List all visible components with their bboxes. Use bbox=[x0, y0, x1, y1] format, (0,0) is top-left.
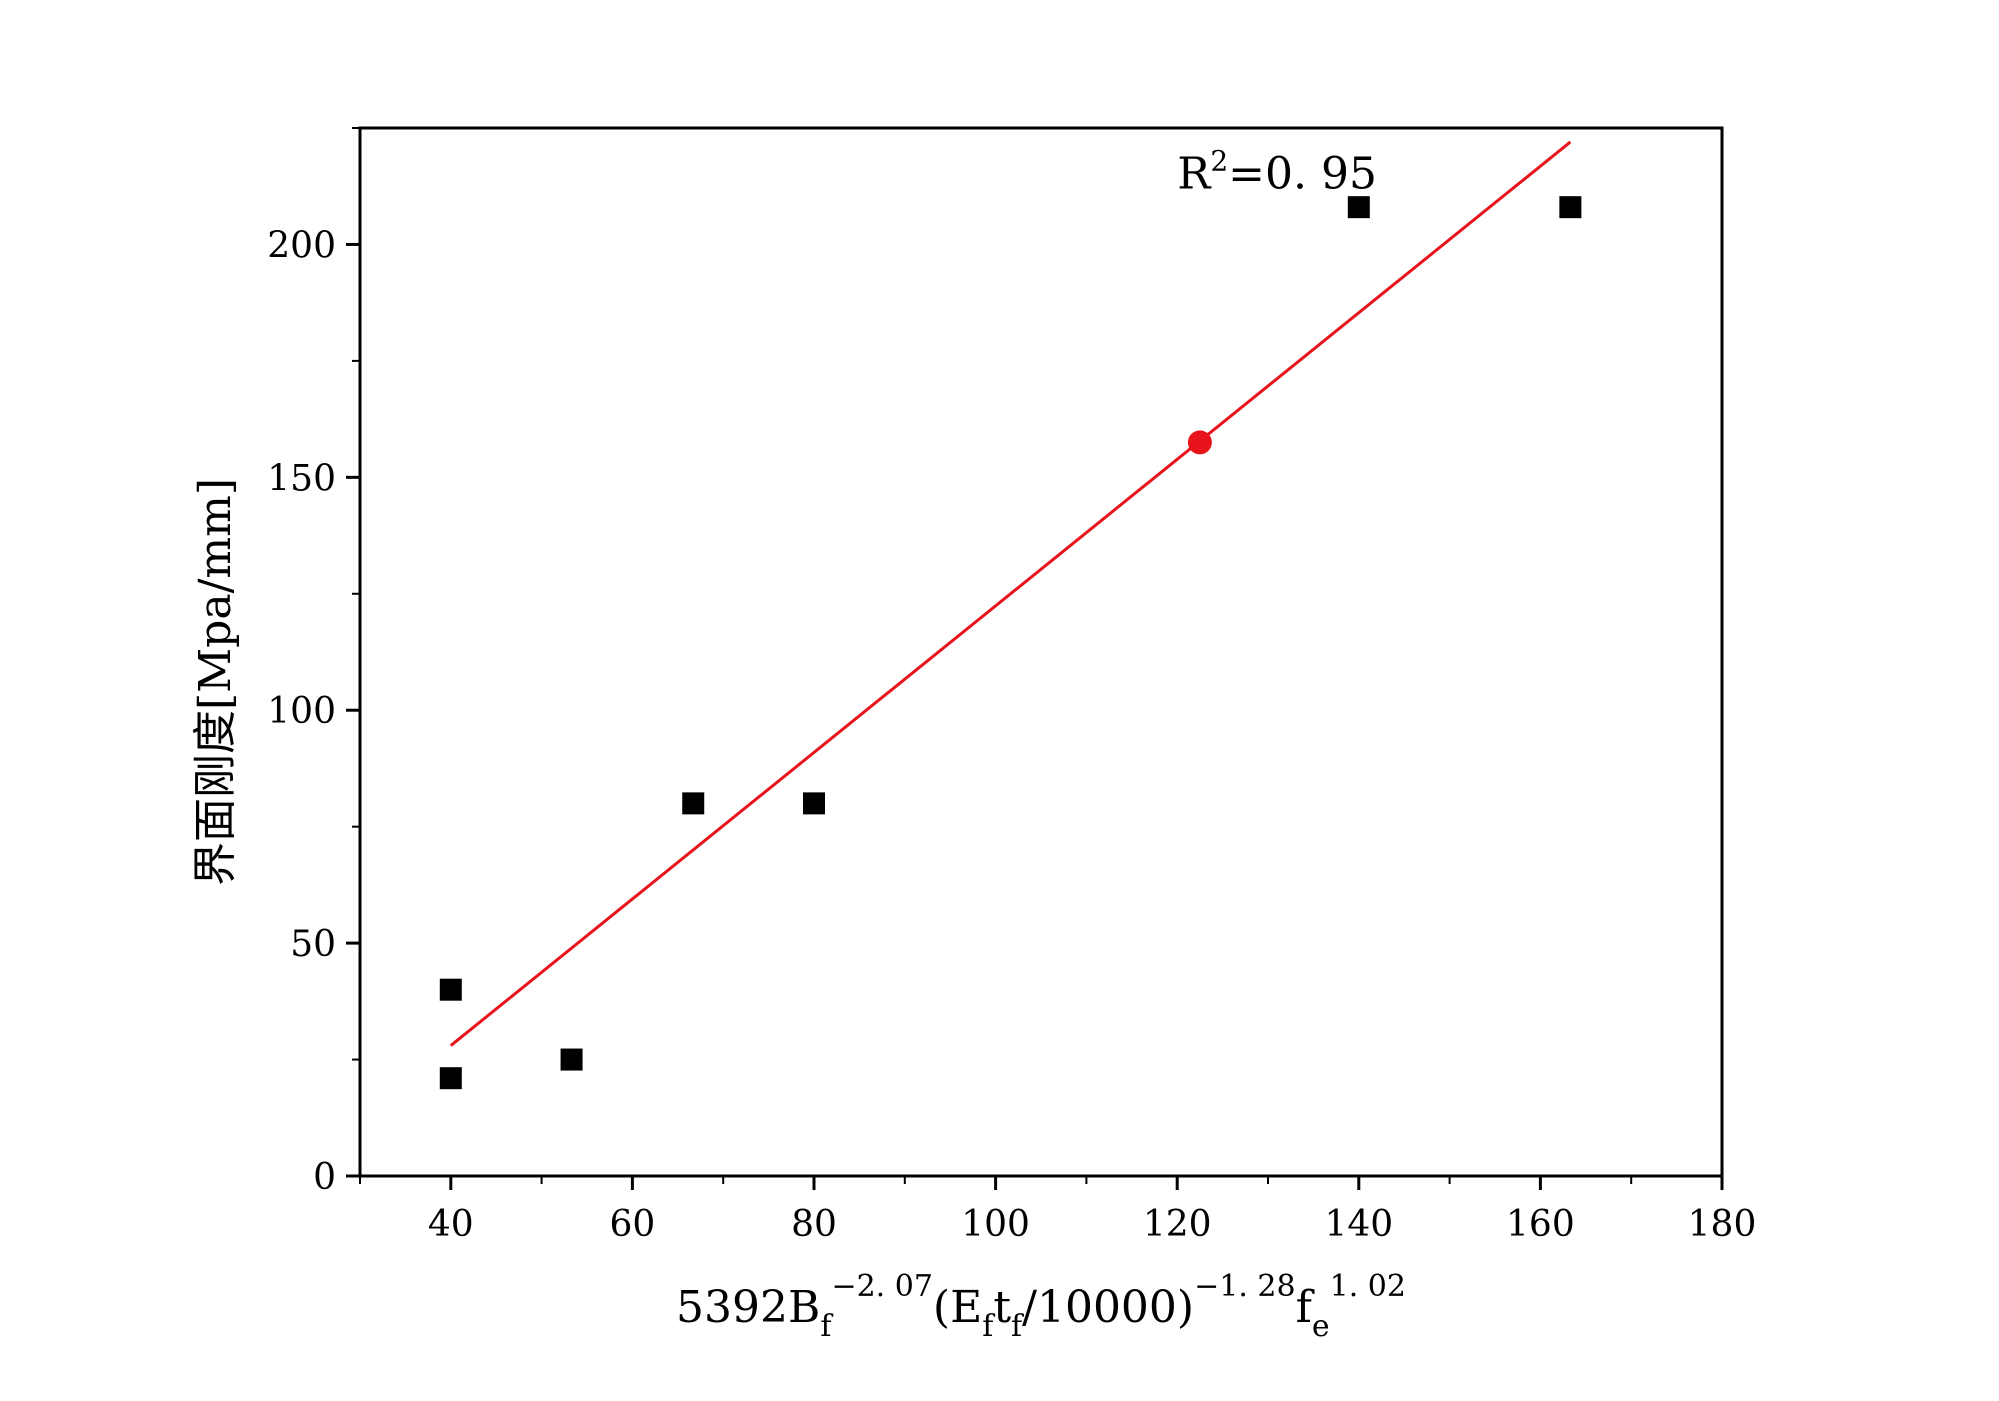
data-point-square bbox=[1559, 196, 1582, 219]
x-tick-label: 60 bbox=[609, 1204, 655, 1245]
x-axis-title-part: e bbox=[1312, 1309, 1330, 1344]
axes-group bbox=[358, 126, 1724, 1178]
data-point-square bbox=[560, 1048, 583, 1071]
data-point-square bbox=[1347, 196, 1370, 219]
x-axis-title-part: (E bbox=[933, 1282, 982, 1333]
r-squared-annotation: R2=0. 95 bbox=[1177, 145, 1377, 200]
r-squared-r: R bbox=[1177, 149, 1212, 200]
x-tick-label: 100 bbox=[961, 1204, 1030, 1245]
data-point-square bbox=[803, 792, 825, 815]
r-squared-value: =0. 95 bbox=[1228, 149, 1377, 200]
x-tick-label: 160 bbox=[1506, 1204, 1575, 1245]
x-axis-title-part: −1. 28 bbox=[1194, 1269, 1295, 1304]
plot-frame bbox=[358, 126, 1724, 1178]
x-tick-label: 140 bbox=[1324, 1204, 1393, 1245]
y-axis-title: 界面刚度[Mpa/mm] bbox=[190, 478, 241, 886]
y-tick-label: 150 bbox=[267, 458, 336, 499]
data-point-square bbox=[439, 978, 462, 1001]
ticks-group: 40 60 80 100 120 140 160 180 0 50 100 150 200 bbox=[267, 127, 1757, 1245]
points-group bbox=[439, 196, 1582, 1090]
x-axis-title-part: f bbox=[1011, 1309, 1024, 1344]
x-axis-title-part: 1. 02 bbox=[1330, 1269, 1406, 1304]
y-tick-label: 200 bbox=[267, 225, 336, 266]
x-axis-title-part: t bbox=[993, 1282, 1011, 1333]
y-tick-label: 0 bbox=[313, 1157, 336, 1198]
data-point-square bbox=[439, 1067, 462, 1090]
fit-line bbox=[449, 140, 1572, 1047]
y-tick-label: 100 bbox=[267, 691, 336, 732]
data-point-circle bbox=[1187, 430, 1212, 455]
x-axis-title-part: f bbox=[1296, 1282, 1315, 1333]
x-axis-title-part: f bbox=[820, 1309, 833, 1344]
x-tick-label: 120 bbox=[1143, 1204, 1212, 1245]
x-axis-title-part: f bbox=[982, 1309, 995, 1344]
x-tick-label: 80 bbox=[791, 1204, 837, 1245]
x-axis-title-part: /10000) bbox=[1022, 1282, 1194, 1333]
x-axis-title: 5392Bf−2. 07(Eftf/10000)−1. 28fe1. 02 bbox=[676, 1269, 1406, 1344]
fit-line-group bbox=[449, 140, 1572, 1047]
y-tick-label: 50 bbox=[290, 924, 336, 965]
x-tick-label: 40 bbox=[428, 1204, 474, 1245]
x-axis-title-part: 5392B bbox=[676, 1282, 820, 1333]
x-axis-title-part: −2. 07 bbox=[831, 1269, 932, 1304]
r-squared-sup: 2 bbox=[1210, 145, 1228, 178]
data-point-square bbox=[682, 792, 705, 815]
x-tick-label: 180 bbox=[1688, 1204, 1757, 1245]
